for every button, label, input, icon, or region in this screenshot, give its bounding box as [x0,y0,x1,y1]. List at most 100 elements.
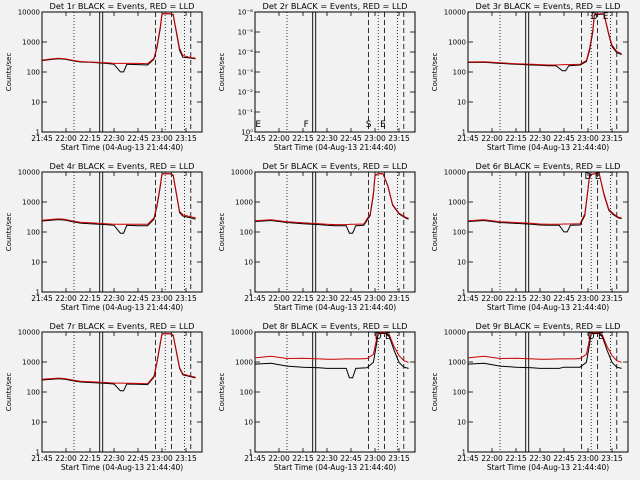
y-tick-label: 100 [27,69,40,77]
y-tick-label: 10⁻⁶ [238,9,254,17]
y-tick-label: 10⁻² [238,89,254,97]
segment-marker: E [385,332,391,342]
x-tick-label: 23:15 [388,454,410,463]
x-tick-label: 22:00 [481,294,503,303]
x-tick-label: 21:45 [31,454,53,463]
y-tick-label: 10000 [444,329,466,337]
y-tick-label: 1000 [235,359,253,367]
y-tick-label: 10000 [18,329,40,337]
chart-panel-1: Det 1r BLACK = Events, RED = LLD Start Ti… [5,1,203,152]
x-tick-label: 21:45 [31,134,53,143]
x-axis-label: Start Time (04-Aug-13 21:44:40) [487,463,609,472]
y-tick-label: 10⁻⁴ [238,49,254,57]
segment-marker: E [598,332,604,342]
segment-marker: E [603,12,609,22]
x-tick-label: 21:45 [457,294,479,303]
y-tick-label: 10000 [444,9,466,17]
x-axis-label: Start Time (04-Aug-13 21:44:40) [61,143,183,152]
y-axis-label: Counts/sec [5,213,13,252]
segment-marker: D [591,12,598,22]
x-tick-label: 23:00 [364,294,386,303]
x-tick-label: 23:15 [601,134,623,143]
y-tick-label: 10000 [231,169,253,177]
x-tick-label: 23:00 [151,134,173,143]
y-tick-label: 10⁻⁵ [238,29,254,37]
y-tick-label: 10000 [18,9,40,17]
plot-frame [467,331,629,453]
series-events-line [254,333,409,379]
plot-frame [467,171,629,293]
x-tick-label: 22:30 [103,454,125,463]
y-tick-label: 1 [462,129,466,137]
x-tick-label: 23:00 [577,134,599,143]
segment-marker: E [255,120,261,130]
x-tick-label: 22:00 [481,134,503,143]
x-tick-label: 22:30 [103,134,125,143]
x-tick-label: 22:30 [316,454,338,463]
segment-marker: E [595,172,601,182]
x-tick-label: 22:45 [127,294,149,303]
x-tick-label: 21:45 [457,454,479,463]
chart-panel-3: Det 3r BLACK = Events, RED = LLD Start Ti… [431,1,629,152]
x-tick-label: 22:00 [268,294,290,303]
chart-panel-2: Det 2r BLACK = Events, RED = LLD Start Ti… [218,1,416,152]
chart-title: Det 1r BLACK = Events, RED = LLD [50,1,195,11]
y-tick-label: 100 [240,389,253,397]
plot-frame [254,11,416,133]
segment-marker: D [585,172,592,182]
y-tick-label: 1000 [235,199,253,207]
x-tick-label: 23:15 [601,454,623,463]
chart-title: Det 9r BLACK = Events, RED = LLD [476,321,621,331]
x-tick-label: 22:30 [529,134,551,143]
series-lld-line [467,173,622,225]
y-tick-label: 10⁰ [241,129,253,137]
series-events-line [467,173,622,233]
y-axis-label: Counts/sec [218,53,226,92]
y-tick-label: 100 [453,389,466,397]
x-tick-label: 21:45 [244,134,266,143]
x-axis-label: Start Time (04-Aug-13 21:44:40) [487,303,609,312]
y-tick-label: 10000 [444,169,466,177]
y-axis-label: Counts/sec [5,53,13,92]
x-tick-label: 22:15 [292,454,314,463]
y-tick-label: 1 [36,289,40,297]
x-tick-label: 22:15 [505,134,527,143]
x-tick-label: 21:45 [244,294,266,303]
y-tick-label: 10 [31,99,40,107]
x-tick-label: 22:45 [127,134,149,143]
x-tick-label: 22:45 [553,294,575,303]
x-tick-label: 23:15 [388,134,410,143]
x-axis-label: Start Time (04-Aug-13 21:44:40) [274,463,396,472]
x-tick-label: 22:30 [529,294,551,303]
x-tick-label: 22:30 [316,134,338,143]
x-tick-label: 23:15 [175,294,197,303]
x-axis-label: Start Time (04-Aug-13 21:44:40) [274,303,396,312]
y-tick-label: 10000 [18,169,40,177]
plot-frame [41,331,203,453]
x-tick-label: 23:00 [151,454,173,463]
chart-panel-8: Det 8r BLACK = Events, RED = LLD Start Ti… [218,321,416,472]
series-lld-line [254,332,409,363]
x-tick-label: 23:00 [151,294,173,303]
series-events-line [467,333,622,369]
x-tick-label: 22:15 [79,454,101,463]
y-axis-label: Counts/sec [431,373,439,412]
x-tick-label: 23:00 [364,454,386,463]
chart-title: Det 2r BLACK = Events, RED = LLD [263,1,408,11]
y-tick-label: 10 [457,419,466,427]
x-axis-label: Start Time (04-Aug-13 21:44:40) [61,303,183,312]
x-tick-label: 23:15 [175,454,197,463]
y-tick-label: 10 [31,259,40,267]
y-tick-label: 1 [462,289,466,297]
chart-panel-4: Det 4r BLACK = Events, RED = LLD Start Ti… [5,161,203,312]
chart-title: Det 7r BLACK = Events, RED = LLD [50,321,195,331]
y-tick-label: 100 [27,229,40,237]
y-tick-label: 1 [36,129,40,137]
y-tick-label: 10 [31,419,40,427]
chart-panel-5: Det 5r BLACK = Events, RED = LLD Start Ti… [218,161,416,312]
chart-title: Det 3r BLACK = Events, RED = LLD [476,1,621,11]
chart-panel-6: Det 6r BLACK = Events, RED = LLD Start Ti… [431,161,629,312]
series-lld-line [41,173,196,225]
x-tick-label: 22:30 [316,294,338,303]
x-tick-label: 22:00 [268,134,290,143]
